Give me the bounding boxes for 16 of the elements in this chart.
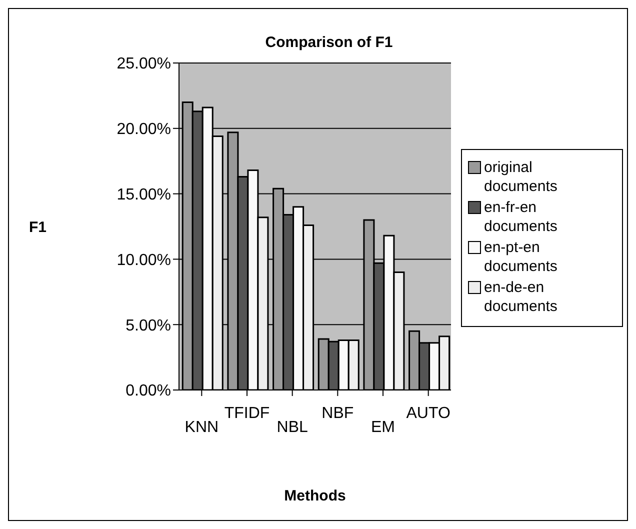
y-axis-title: F1 bbox=[29, 218, 47, 236]
y-tick-label: 25.00% bbox=[116, 56, 171, 73]
x-tick-label: AUTO bbox=[406, 405, 450, 422]
y-tick-label: 15.00% bbox=[116, 186, 171, 204]
x-tick-label: NBF bbox=[322, 405, 354, 422]
x-tick-label: EM bbox=[371, 419, 395, 436]
x-tick-label: NBL bbox=[276, 419, 308, 436]
y-tick-label: 20.00% bbox=[116, 121, 171, 138]
y-tick-label: 0.00% bbox=[126, 382, 171, 400]
x-tick-label: KNN bbox=[184, 419, 219, 436]
x-tick-label: TFIDF bbox=[224, 405, 270, 422]
legend-label: en-de-en documents bbox=[484, 278, 558, 316]
y-tick-label: 5.00% bbox=[126, 317, 171, 334]
chart-title: Comparison of F1 bbox=[265, 34, 393, 51]
x-axis-title: Methods bbox=[284, 488, 346, 505]
y-tick-label: 10.00% bbox=[116, 252, 171, 269]
